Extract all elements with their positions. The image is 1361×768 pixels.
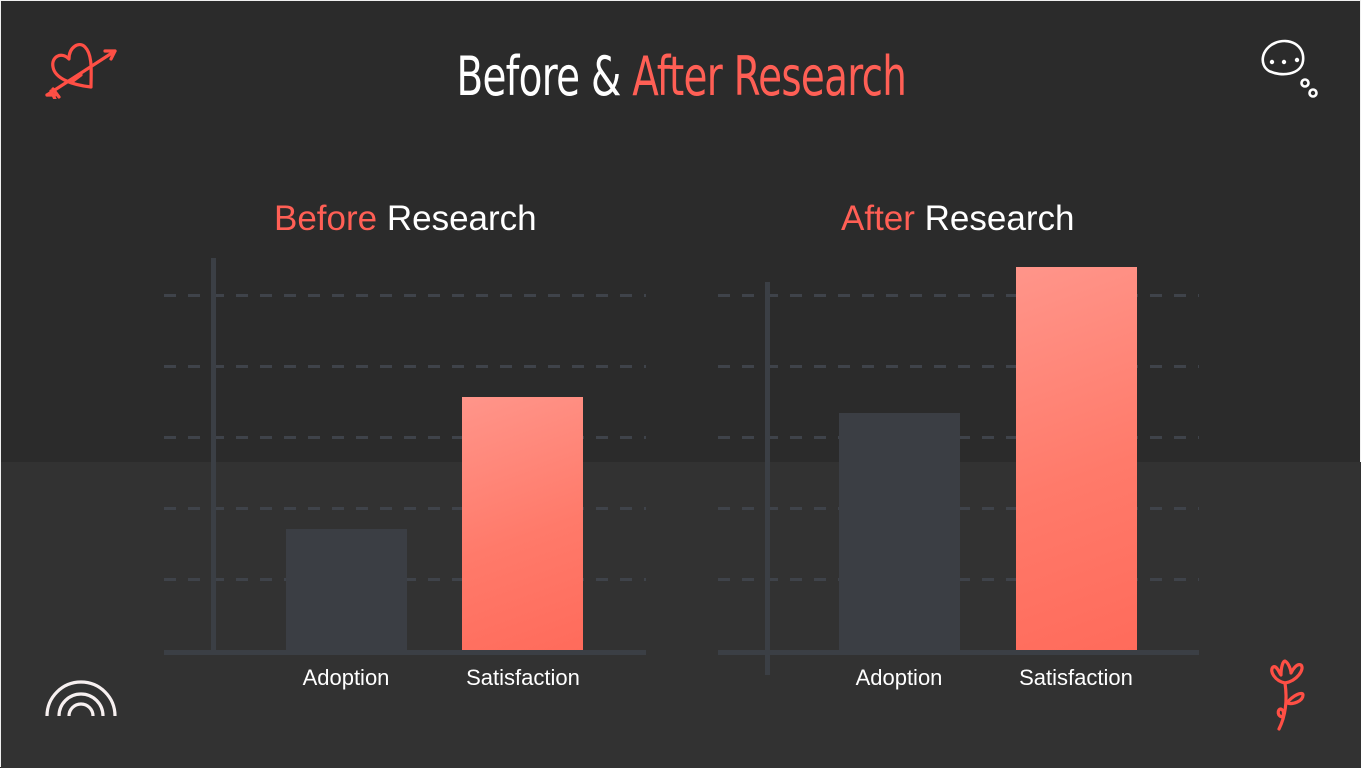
chart-title-after: After Research [841, 199, 1074, 239]
gridline [164, 365, 646, 368]
page-title: Before & After Research [191, 45, 1171, 108]
x-label-satisfaction: Satisfaction [1019, 665, 1133, 690]
chart-title-rest: Research [377, 199, 537, 238]
y-axis [211, 258, 216, 652]
gridline [718, 365, 1199, 368]
thought-bubble-icon [1261, 39, 1318, 98]
title-part-1: Before & [456, 45, 622, 108]
bar-adoption [839, 413, 960, 650]
chart-title-accent: After [841, 199, 915, 238]
chart-title-rest: Research [914, 199, 1075, 238]
x-label-adoption: Adoption [302, 665, 390, 690]
gridline [164, 507, 646, 510]
bar-satisfaction [462, 397, 583, 650]
chart-title-accent: Before [274, 199, 378, 238]
gridline [164, 294, 646, 297]
x-label-satisfaction: Satisfaction [466, 665, 580, 690]
x-label-adoption: Adoption [855, 665, 943, 690]
flower-icon [1270, 659, 1305, 731]
heart-arrow-icon [45, 43, 117, 99]
rainbow-arcs-icon [45, 680, 117, 717]
y-axis [765, 282, 770, 675]
gridline [718, 294, 1199, 297]
title-part-2: After Research [632, 45, 907, 108]
bar-adoption [286, 529, 407, 650]
x-axis [718, 650, 1199, 655]
bar-satisfaction [1016, 267, 1137, 650]
x-axis [164, 650, 646, 655]
chart-title-before: Before Research [274, 199, 537, 239]
gridline [164, 436, 646, 439]
